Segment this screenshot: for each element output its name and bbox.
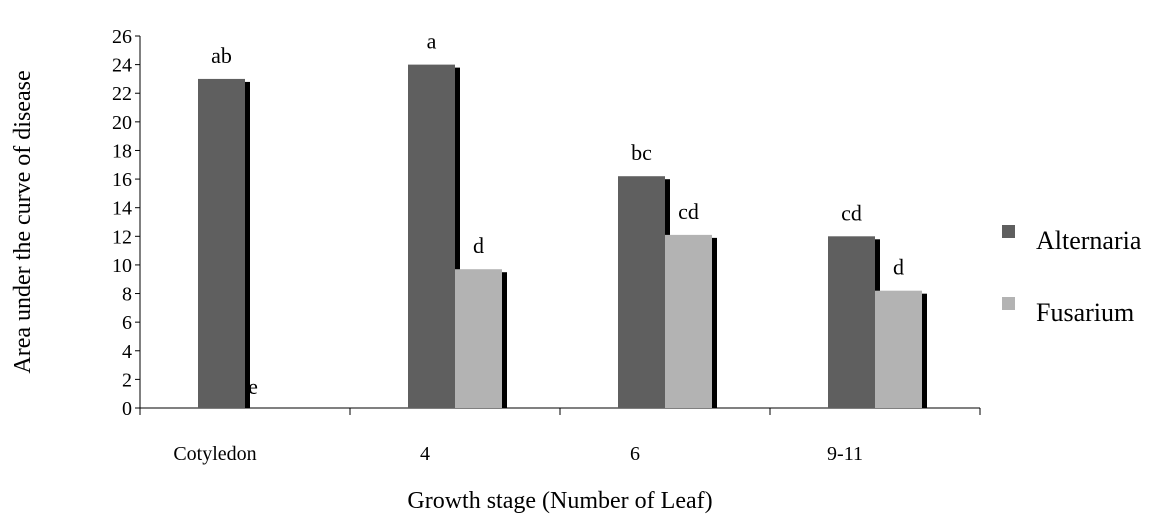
x-tick-label: 4 — [420, 443, 430, 465]
y-tick-label: 18 — [112, 140, 132, 162]
legend-label: Alternaria — [1036, 226, 1142, 255]
y-tick-label: 0 — [122, 398, 132, 420]
bar-alternaria — [828, 236, 875, 408]
legend-swatch — [1002, 297, 1015, 310]
significance-letter: e — [248, 374, 258, 399]
significance-letter: cd — [841, 200, 862, 225]
bar-fusarium — [875, 290, 922, 408]
legend: Alternaria Fusarium — [1002, 225, 1142, 327]
bar-alternaria — [618, 176, 665, 408]
x-tick-label: 6 — [630, 443, 640, 465]
y-tick-label: 10 — [112, 255, 132, 277]
bar-fusarium — [455, 269, 502, 408]
significance-letter: d — [473, 233, 484, 258]
significance-letter: d — [893, 255, 904, 280]
y-tick-label: 16 — [112, 169, 132, 191]
y-tick-label: 8 — [122, 284, 132, 306]
bar-shadow — [922, 293, 927, 408]
x-tick-label: Cotyledon — [173, 443, 256, 465]
bar-shadow — [455, 67, 460, 408]
bar-shadow — [245, 81, 250, 408]
y-tick-label: 22 — [112, 83, 132, 105]
legend-swatch — [1002, 225, 1015, 238]
y-tick-label: 20 — [112, 112, 132, 134]
y-tick-label: 26 — [112, 26, 132, 48]
y-tick-label: 14 — [112, 198, 132, 220]
y-axis-title: Area under the curve of disease — [10, 70, 36, 373]
y-tick-label: 4 — [122, 341, 132, 363]
significance-letter: a — [427, 29, 437, 54]
x-tick-label: 9-11 — [827, 443, 863, 465]
x-axis-title: Growth stage (Number of Leaf) — [407, 488, 712, 514]
bar-alternaria — [198, 78, 245, 408]
bar-fusarium — [665, 234, 712, 408]
plot-area: 02468101214161820222426abeCotyledonad4bc… — [112, 26, 981, 465]
legend-label: Fusarium — [1036, 298, 1134, 327]
y-tick-label: 12 — [112, 226, 132, 248]
bar-alternaria — [408, 64, 455, 408]
y-tick-label: 2 — [122, 369, 132, 391]
significance-letter: cd — [678, 199, 699, 224]
bar-shadow — [502, 272, 507, 408]
significance-letter: bc — [631, 140, 652, 165]
y-tick-label: 24 — [112, 55, 132, 77]
significance-letter: ab — [211, 43, 232, 68]
y-tick-label: 6 — [122, 312, 132, 334]
bar-shadow — [712, 237, 717, 408]
